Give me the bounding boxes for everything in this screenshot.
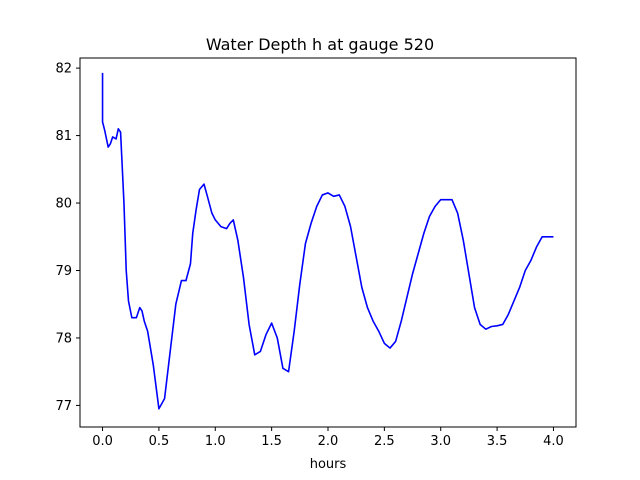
y-tick-label: 79 [55, 264, 72, 279]
plot-area: 0.0 0.5 1.0 1.5 2.0 2.5 3.0 3.5 4.0 77 78 79 80 81 82 [55, 57, 577, 449]
x-tick-label: 3.0 [430, 434, 451, 449]
x-tick-label: 2.5 [374, 434, 395, 449]
y-tick-label: 77 [55, 399, 72, 414]
x-tick-label: 2.0 [318, 434, 339, 449]
x-axis-label: hours [310, 457, 347, 472]
x-tick-label: 3.5 [487, 434, 508, 449]
chart-title: Water Depth h at gauge 520 [206, 35, 434, 54]
y-tick-label: 80 [55, 197, 72, 212]
y-tick-label: 81 [55, 129, 72, 144]
x-tick-label: 0.0 [92, 434, 113, 449]
x-tick-label: 4.0 [543, 434, 564, 449]
x-tick-label: 0.5 [149, 434, 170, 449]
x-tick-label: 1.5 [261, 434, 282, 449]
y-tick-label: 82 [55, 62, 72, 77]
y-tick-label: 78 [55, 331, 72, 346]
x-tick-label: 1.0 [205, 434, 226, 449]
series-line-0 [101, 72, 554, 410]
